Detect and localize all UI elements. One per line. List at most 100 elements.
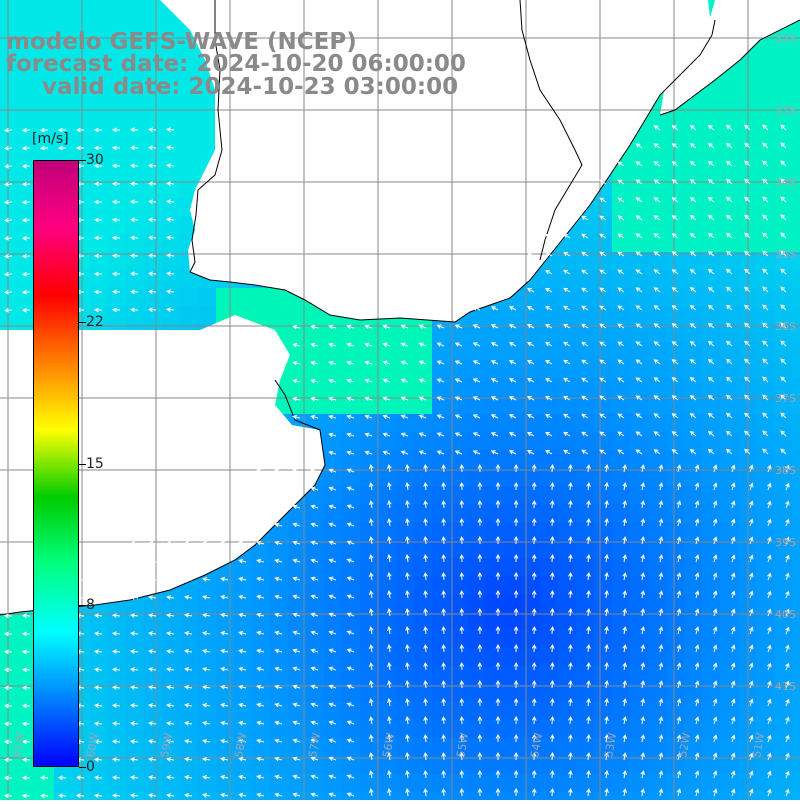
- field-cell: [756, 72, 774, 90]
- field-cell: [144, 54, 162, 72]
- field-cell: [270, 306, 288, 324]
- field-cell: [414, 468, 432, 486]
- wind-arrow: [220, 702, 229, 708]
- wind-arrow: [21, 145, 31, 151]
- wind-arrow: [744, 124, 751, 131]
- field-cell: [774, 126, 792, 144]
- wind-arrow: [292, 378, 301, 384]
- wind-arrow: [599, 305, 607, 311]
- field-cell: [342, 540, 360, 558]
- field-cell: [306, 756, 324, 774]
- field-cell: [468, 738, 486, 756]
- field-cell: [612, 720, 630, 738]
- field-cell: [792, 684, 800, 702]
- field-cell: [774, 306, 792, 324]
- wind-arrow: [165, 217, 175, 222]
- field-cell: [144, 144, 162, 162]
- field-cell: [252, 648, 270, 666]
- field-cell: [666, 756, 684, 774]
- field-cell: [648, 450, 666, 468]
- field-cell: [666, 540, 684, 558]
- field-cell: [792, 342, 800, 360]
- field-cell: [666, 468, 684, 486]
- field-cell: [450, 648, 468, 666]
- wind-arrow: [129, 181, 139, 187]
- wind-arrow: [202, 684, 211, 690]
- wind-arrow: [749, 464, 754, 473]
- field-cell: [198, 630, 216, 648]
- wind-arrow: [148, 559, 157, 564]
- wind-arrow: [93, 253, 103, 259]
- field-cell: [684, 720, 702, 738]
- field-cell: [666, 270, 684, 288]
- wind-arrow: [220, 684, 229, 690]
- wind-arrow: [780, 322, 787, 329]
- field-cell: [756, 324, 774, 342]
- wind-arrow: [21, 307, 31, 313]
- field-cell: [432, 576, 450, 594]
- field-cell: [108, 252, 126, 270]
- wind-arrow: [780, 160, 787, 167]
- field-cell: [630, 396, 648, 414]
- wind-arrow: [545, 432, 553, 437]
- wind-arrow: [599, 359, 607, 365]
- wind-arrow: [364, 414, 373, 420]
- wind-arrow: [93, 685, 103, 690]
- field-cell: [702, 576, 720, 594]
- field-cell: [324, 324, 342, 342]
- field-cell: [756, 180, 774, 198]
- wind-arrow: [364, 432, 373, 438]
- wind-arrow: [785, 644, 790, 653]
- wind-arrow: [707, 178, 715, 185]
- field-cell: [0, 684, 18, 702]
- wind-arrow: [730, 608, 736, 617]
- field-cell: [324, 630, 342, 648]
- wind-arrow: [671, 251, 679, 257]
- wind-arrow: [364, 378, 373, 384]
- field-cell: [198, 576, 216, 594]
- wind-arrow: [635, 431, 643, 437]
- field-cell: [612, 216, 630, 234]
- field-cell: [684, 162, 702, 180]
- field-cell: [720, 306, 738, 324]
- field-cell: [432, 756, 450, 774]
- wind-arrow: [3, 793, 13, 799]
- wind-arrow: [563, 323, 571, 329]
- wind-arrow: [617, 377, 625, 383]
- wind-arrow: [202, 504, 211, 510]
- field-cell: [252, 738, 270, 756]
- field-cell: [630, 558, 648, 576]
- field-cell: [432, 396, 450, 414]
- wind-arrow: [658, 590, 664, 599]
- wind-arrow: [653, 359, 661, 365]
- wind-arrow: [545, 360, 553, 365]
- wind-arrow: [328, 576, 337, 581]
- field-cell: [0, 612, 18, 630]
- wind-arrow: [671, 287, 679, 293]
- field-cell: [108, 180, 126, 198]
- field-cell: [684, 414, 702, 432]
- field-cell: [666, 342, 684, 360]
- field-cell: [342, 702, 360, 720]
- field-cell: [252, 540, 270, 558]
- field-cell: [108, 108, 126, 126]
- field-cell: [792, 234, 800, 252]
- wind-arrow: [202, 702, 211, 708]
- wind-arrow: [531, 499, 537, 509]
- field-cell: [414, 720, 432, 738]
- field-cell: [468, 630, 486, 648]
- wind-arrow: [622, 608, 627, 617]
- field-cell: [738, 702, 756, 720]
- field-cell: [108, 0, 126, 18]
- field-cell: [522, 504, 540, 522]
- field-cell: [612, 252, 630, 270]
- wind-arrow: [707, 358, 715, 365]
- field-cell: [720, 432, 738, 450]
- field-cell: [612, 558, 630, 576]
- field-cell: [432, 522, 450, 540]
- field-cell: [738, 756, 756, 774]
- field-cell: [738, 450, 756, 468]
- field-cell: [648, 396, 666, 414]
- wind-arrow: [599, 287, 607, 293]
- wind-arrow: [531, 571, 537, 581]
